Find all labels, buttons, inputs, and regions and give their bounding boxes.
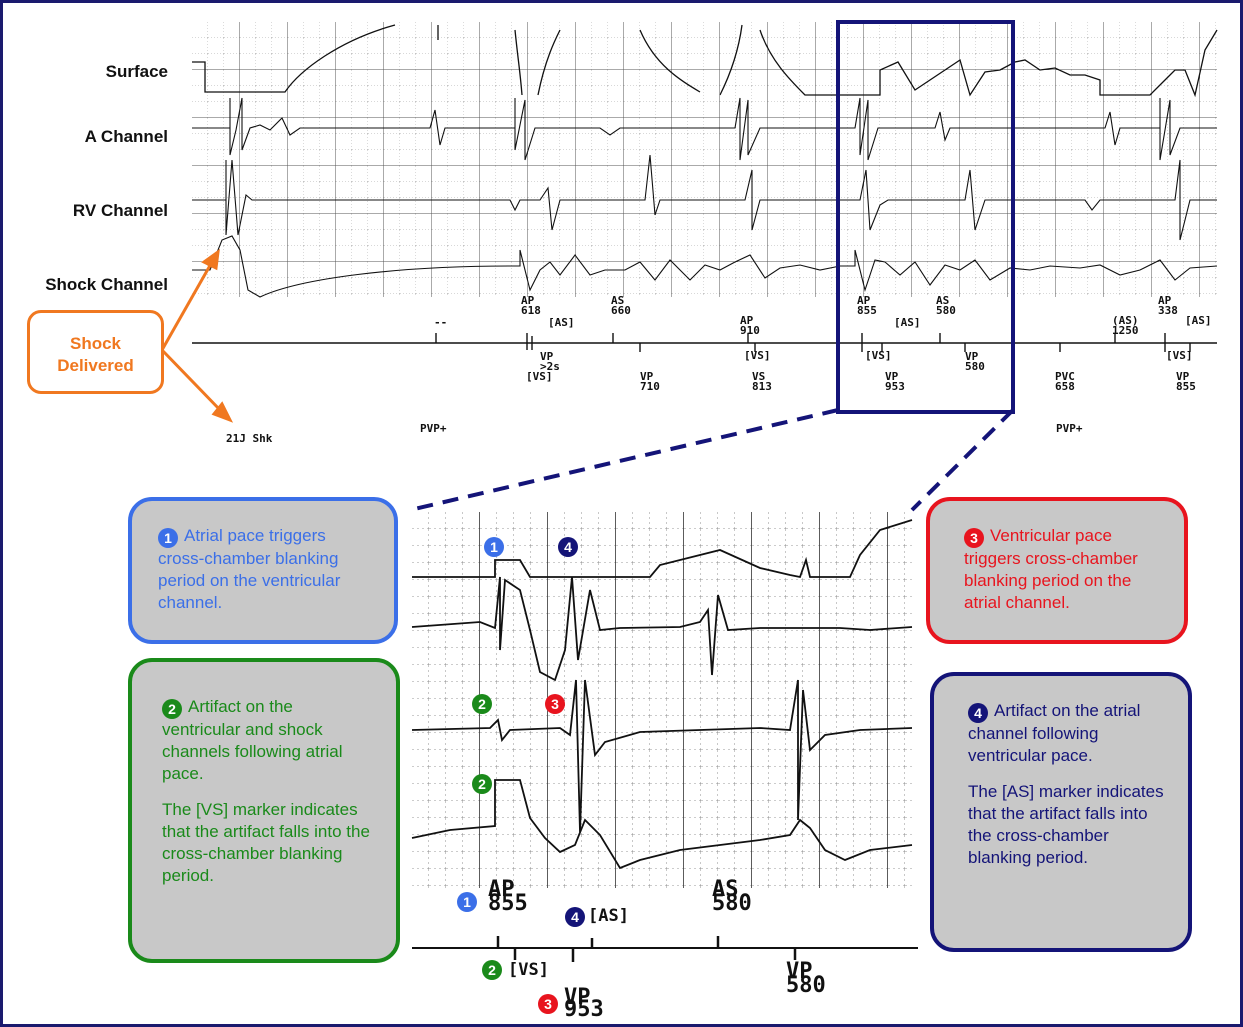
marker-ap-338-label: AP [1158,294,1172,307]
zoom-vp-580-label: VP [786,959,813,984]
rv-channel-label: RV Channel [72,201,168,220]
callout-2: 2 Artifact on the ventricular and shock c… [128,658,400,963]
marker-vp-855-value: 855 [1176,380,1196,393]
zoom-ap-label: AP [488,877,515,902]
surface-trace [192,24,1218,98]
shock-delivered-line2: Delivered [57,356,134,375]
marker-ap-338-value: 338 [1158,304,1178,317]
marker-vp-710-value: 710 [640,380,660,393]
callout-4: 4 Artifact on the atrial channel followin… [930,672,1192,952]
marker-ap-910-value: 910 [740,324,760,337]
zoom-vp-953-value: 953 [564,997,604,1022]
badge-3-rv: 3 [545,694,565,714]
badge-4-markers: 4 [565,907,585,927]
marker-vs-bracket-1: [VS] [526,370,553,383]
marker-ap-618-value: 618 [521,304,541,317]
badge-1-markers: 1 [457,892,477,912]
zoom-shock-trace [411,779,913,870]
marker-vp-1-label: VP [540,350,554,363]
marker-as-580-label: AS [936,294,950,307]
marker-ap-855-label: AP [857,294,871,307]
marker-vs-813-value: 813 [752,380,772,393]
a-channel-label: A Channel [84,127,168,146]
marker-ap-910-label: AP [740,314,754,327]
marker-pvc-label: PVC [1055,370,1075,383]
zoom-a-trace [411,576,913,682]
zoom-vs-bracket: [VS] [508,960,549,980]
zoom-surface-trace [412,519,913,579]
callout-2-text: Artifact on the ventricular and shock ch… [162,697,343,783]
rv-channel-trace [192,154,1217,241]
marker-ap-618-label: AP [521,294,535,307]
zoom-as-bracket: [AS] [588,906,629,926]
shock-delivered-line1: Shock [69,334,122,353]
callout-2-number: 2 [162,699,182,719]
marker-as-580-value: 580 [936,304,956,317]
marker-pvp-1: PVP+ [420,422,447,435]
marker-as-660-value: 660 [611,304,631,317]
zoom-as-label: AS [712,877,739,902]
shock-channel-label: Shock Channel [45,275,168,294]
badge-2-rv: 2 [472,694,492,714]
marker-pvc-value: 658 [1055,380,1075,393]
marker-as-bracket-3: [AS] [1185,314,1212,327]
marker-as-bracket-1: [AS] [548,316,575,329]
marker-vp-580-label: VP [965,350,979,363]
marker-vp-953-label: VP [885,370,899,383]
marker-vs-bracket-2: [VS] [744,349,771,362]
zoom-highlight-box [836,20,1015,414]
marker-vs-bracket-3: [VS] [865,349,892,362]
callout-1-number: 1 [158,528,178,548]
zoom-as-value: 580 [712,891,752,916]
marker-vs-813-label: VS [752,370,766,383]
marker-vp-580-value: 580 [965,360,985,373]
zoom-ap-value: 855 [488,891,528,916]
shock-arrows [160,248,234,423]
badge-2-shock: 2 [472,774,492,794]
marker-ap-855-value: 855 [857,304,877,317]
marker-as-paren-value: 1250 [1112,324,1139,337]
marker-as-bracket-2: [AS] [894,316,921,329]
marker-vp-1-extra: >2s [540,360,560,373]
zoom-line-right [910,408,1015,512]
zoom-line-left [409,408,839,512]
callout-3-number: 3 [964,528,984,548]
marker-vp-710-label: VP [640,370,654,383]
callout-1-text: Atrial pace triggers cross-chamber blank… [158,526,341,612]
marker-vs-bracket-4: [VS] [1166,349,1193,362]
top-grid-major [192,22,1217,297]
zoom-vp-953-label: VP [564,985,591,1010]
marker-as-paren-label: (AS) [1112,314,1139,327]
marker-vp-855-label: VP [1176,370,1190,383]
badge-4-surface: 4 [558,537,578,557]
marker-dashes: -- [434,316,448,329]
shock-delivered-callout: Shock Delivered [27,310,164,394]
callout-2-text2: The [VS] marker indicates that the artif… [162,800,370,885]
marker-vp-953-value: 953 [885,380,905,393]
badge-3-markers: 3 [538,994,558,1014]
callout-3: 3 Ventricular pace triggers cross-chamber… [926,497,1188,644]
zoom-marker-ticks [496,936,797,962]
badge-1-surface: 1 [484,537,504,557]
zoom-vp-580-value: 580 [786,973,826,998]
callout-4-text2: The [AS] marker indicates that the artif… [968,782,1164,867]
marker-pvp-2: PVP+ [1056,422,1083,435]
surface-label: Surface [105,62,168,81]
callout-3-text: Ventricular pace triggers cross-chamber … [964,526,1138,612]
callout-1: 1 Atrial pace triggers cross-chamber blan… [128,497,398,644]
callout-4-text: Artifact on the atrial channel following… [968,701,1141,765]
shock-channel-trace [192,235,1218,298]
a-channel-trace [192,97,1217,161]
marker-shock-21j: 21J Shk [226,432,273,445]
zoom-rv-trace [411,679,913,833]
callout-4-number: 4 [968,703,988,723]
badge-2-markers: 2 [482,960,502,980]
marker-ticks [435,333,1191,352]
marker-as-660-label: AS [611,294,625,307]
